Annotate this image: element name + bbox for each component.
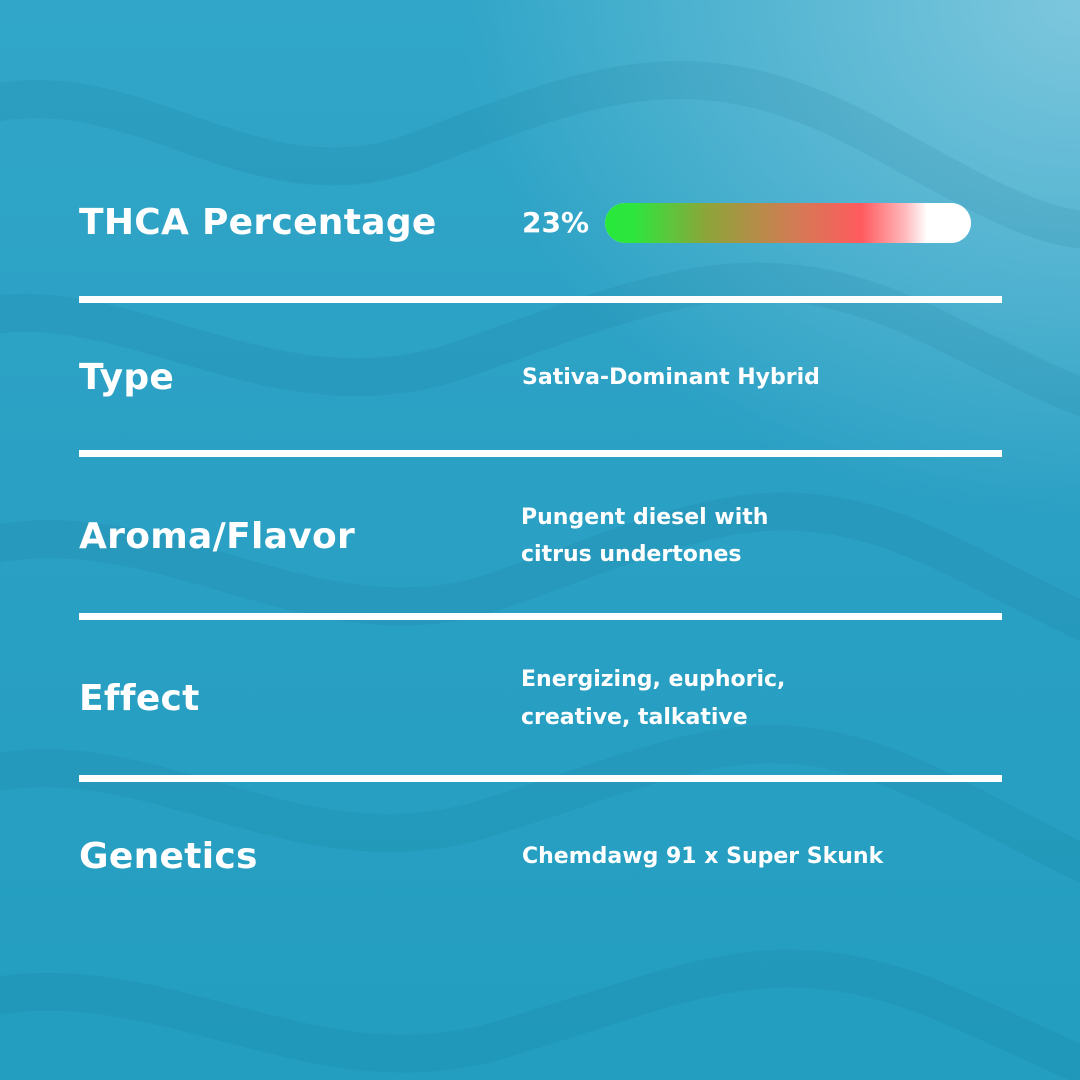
- aroma-flavor-value-line1: Pungent diesel with: [521, 505, 769, 530]
- effect-label: Effect: [79, 678, 200, 719]
- thca-label: THCA Percentage: [79, 202, 437, 243]
- type-value: Sativa-Dominant Hybrid: [522, 365, 820, 390]
- row-divider: [79, 775, 1002, 782]
- thca-level-bar-fill: [605, 203, 971, 243]
- row-divider: [79, 613, 1002, 620]
- effect-value-line1: Energizing, euphoric,: [521, 667, 786, 692]
- aroma-flavor-value-line2: citrus undertones: [521, 542, 742, 567]
- aroma-flavor-label: Aroma/Flavor: [79, 516, 356, 557]
- genetics-label: Genetics: [79, 836, 258, 877]
- row-divider: [79, 450, 1002, 457]
- genetics-value: Chemdawg 91 x Super Skunk: [522, 844, 884, 869]
- type-label: Type: [79, 357, 175, 398]
- row-divider: [79, 296, 1002, 303]
- thca-level-bar: [605, 203, 971, 243]
- thca-percentage-value: 23%: [522, 206, 590, 239]
- effect-value-line2: creative, talkative: [521, 705, 748, 730]
